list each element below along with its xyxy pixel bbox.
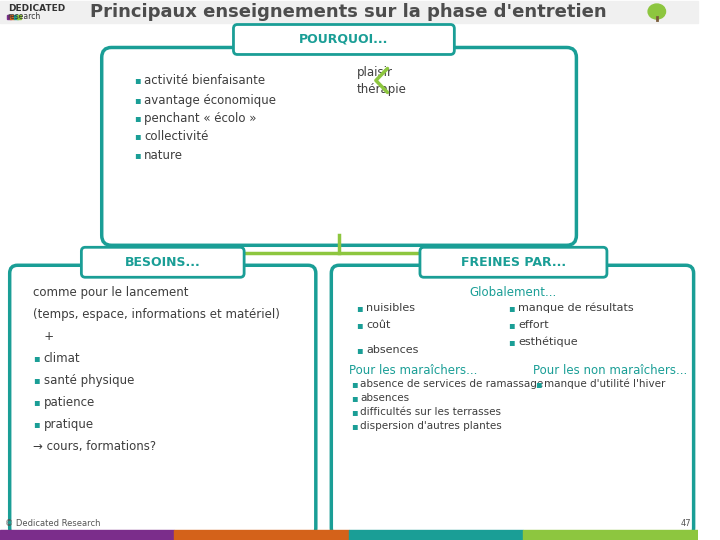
Text: difficultés sur les terrasses: difficultés sur les terrasses [361, 407, 501, 417]
Text: ▪: ▪ [508, 320, 516, 330]
Text: santé physique: santé physique [44, 374, 134, 387]
Text: ▪: ▪ [508, 337, 516, 347]
Text: Pour les non maraîchers...: Pour les non maraîchers... [533, 363, 687, 377]
Text: coût: coût [366, 320, 390, 330]
Bar [523, 530, 698, 540]
Text: effort: effort [518, 320, 549, 330]
Text: ▪: ▪ [33, 419, 40, 429]
Ellipse shape [648, 4, 665, 19]
FancyBboxPatch shape [9, 265, 316, 536]
Text: Principaux enseignements sur la phase d'entretien: Principaux enseignements sur la phase d'… [91, 3, 607, 21]
Text: ▪: ▪ [351, 421, 357, 431]
FancyBboxPatch shape [102, 48, 577, 245]
Text: penchant « écolo »: penchant « écolo » [144, 112, 257, 125]
Text: ▪: ▪ [134, 131, 140, 141]
Text: absences: absences [361, 393, 410, 403]
Text: ▪: ▪ [356, 320, 363, 330]
Text: ▪: ▪ [33, 375, 40, 385]
Text: POURQUOI...: POURQUOI... [300, 33, 389, 46]
Bar [0, 1, 698, 23]
Text: nature: nature [144, 149, 184, 162]
Text: manque de résultats: manque de résultats [518, 303, 634, 314]
Text: © Dedicated Research: © Dedicated Research [5, 519, 100, 528]
Text: manque d'utilité l'hiver: manque d'utilité l'hiver [544, 379, 666, 389]
Text: avantage économique: avantage économique [144, 94, 276, 107]
Text: dispersion d'autres plantes: dispersion d'autres plantes [361, 421, 502, 431]
Text: collectivité: collectivité [144, 130, 209, 143]
FancyBboxPatch shape [81, 247, 244, 277]
Text: climat: climat [44, 352, 80, 365]
Text: absence de services de ramassage: absence de services de ramassage [361, 379, 544, 389]
Text: ▪: ▪ [535, 379, 541, 389]
Text: +: + [33, 330, 54, 343]
Text: patience: patience [44, 396, 95, 409]
Text: ▪: ▪ [356, 345, 363, 355]
Text: ▪: ▪ [33, 397, 40, 407]
FancyBboxPatch shape [331, 265, 693, 536]
Text: plaisir: plaisir [356, 66, 392, 79]
Text: ▪: ▪ [351, 393, 357, 403]
Text: (temps, espace, informations et matériel): (temps, espace, informations et matériel… [33, 308, 280, 321]
FancyBboxPatch shape [420, 247, 607, 277]
Text: BESOINS...: BESOINS... [125, 256, 201, 269]
Text: comme pour le lancement: comme pour le lancement [33, 286, 189, 299]
Text: ▪: ▪ [134, 76, 140, 85]
Text: thérapie: thérapie [356, 83, 406, 96]
Text: esthétique: esthétique [518, 337, 578, 347]
Text: research: research [8, 12, 41, 21]
Text: pratique: pratique [44, 417, 94, 430]
Text: 47: 47 [681, 519, 692, 528]
Text: FREINES PAR...: FREINES PAR... [461, 256, 566, 269]
Text: activité bienfaisante: activité bienfaisante [144, 74, 266, 87]
Text: → cours, formations?: → cours, formations? [33, 440, 156, 453]
Text: Globalement...: Globalement... [470, 286, 557, 299]
Bar [174, 530, 348, 540]
Bar [0, 530, 174, 540]
FancyBboxPatch shape [233, 24, 454, 55]
Text: nuisibles: nuisibles [366, 303, 415, 313]
Text: Pour les maraîchers...: Pour les maraîchers... [348, 363, 477, 377]
Text: DEDICATED: DEDICATED [8, 4, 65, 13]
Text: ▪: ▪ [351, 407, 357, 417]
Text: ▪: ▪ [351, 379, 357, 389]
Text: ▪: ▪ [356, 303, 363, 313]
Text: ▪: ▪ [33, 353, 40, 363]
Text: ▪: ▪ [134, 113, 140, 124]
Bar [348, 530, 523, 540]
Text: ▪: ▪ [134, 96, 140, 105]
Text: absences: absences [366, 345, 418, 355]
Text: ▪: ▪ [508, 303, 516, 313]
Text: ▪: ▪ [134, 150, 140, 160]
